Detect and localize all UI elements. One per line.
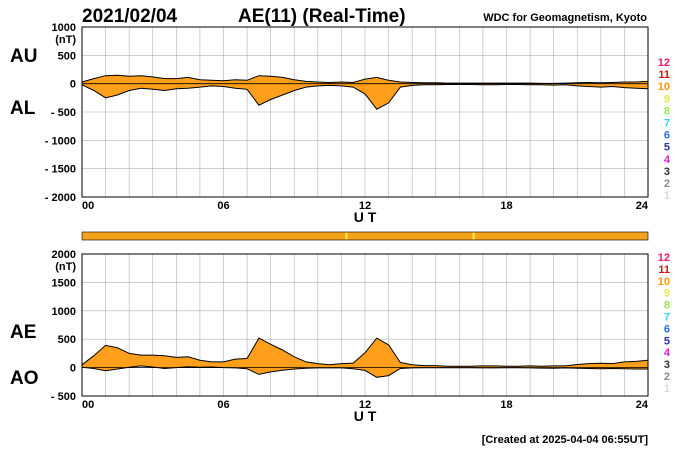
x-axis-title: U T <box>354 408 377 424</box>
level-legend-item: 4 <box>664 154 671 166</box>
x-tick-label: 06 <box>217 399 229 411</box>
level-legend-item: 8 <box>664 105 670 117</box>
x-tick-label: 06 <box>217 200 229 212</box>
x-tick-label: 18 <box>500 200 512 212</box>
series-label-al: AL <box>10 98 36 119</box>
y-tick-label: - 2000 <box>45 192 76 204</box>
level-legend-item: 4 <box>664 347 671 359</box>
y-tick-label: 0 <box>70 79 76 91</box>
y-tick-label: - 1000 <box>45 135 76 147</box>
plot-date: 2021/02/04 <box>82 6 178 27</box>
x-tick-label: 12 <box>359 399 371 411</box>
plot-frame <box>81 253 649 397</box>
x-axis-title: U T <box>354 209 377 225</box>
level-legend-item: 9 <box>664 93 670 105</box>
level-legend-item: 1 <box>664 190 670 202</box>
data-source: WDC for Geomagnetism, Kyoto <box>483 12 647 24</box>
y-tick-label: 1000 <box>52 306 76 318</box>
level-legend-item: 6 <box>664 323 670 335</box>
level-legend-item: 7 <box>664 118 670 130</box>
level-legend-item: 5 <box>664 142 670 154</box>
series-line-al <box>81 84 649 110</box>
y-tick-label: 1500 <box>52 277 76 289</box>
y-tick-label: 2000 <box>52 249 76 261</box>
y-tick-label: 0 <box>70 363 76 375</box>
au-al-panel: 1000 500 0 - 500 - 1000 - 1500 - 2000 (nT) 00 06 1… <box>10 22 671 225</box>
level-legend-item: 10 <box>658 81 670 93</box>
series-label-ae: AE <box>10 322 36 343</box>
level-legend-item: 11 <box>658 69 670 81</box>
level-legend-item: 5 <box>664 335 670 347</box>
y-tick-label: 500 <box>58 334 76 346</box>
y-tick-label: - 500 <box>51 391 76 403</box>
plot-title: AE(11) (Real-Time) <box>238 6 406 27</box>
level-legend-item: 3 <box>664 166 670 178</box>
series-line-ae <box>81 337 649 367</box>
y-tick-label: - 500 <box>51 107 76 119</box>
level-legend-item: 2 <box>664 178 670 190</box>
x-tick-label: 12 <box>359 200 371 212</box>
level-legend-item: 9 <box>664 288 670 300</box>
level-legend-item: 11 <box>658 264 670 276</box>
series-label-ao: AO <box>10 368 39 389</box>
status-bar-mark <box>345 232 348 240</box>
x-tick-label: 24 <box>636 399 649 411</box>
level-legend-item: 1 <box>664 383 670 395</box>
level-legend-item: 3 <box>664 359 670 371</box>
status-bar-mark <box>472 232 475 240</box>
y-tick-label: 500 <box>58 50 76 62</box>
data-status-bar <box>81 231 649 241</box>
level-legend-item: 8 <box>664 300 670 312</box>
x-tick-label: 18 <box>500 399 512 411</box>
created-timestamp: [Created at 2025-04-04 06:55UT] <box>482 434 649 446</box>
level-legend-item: 12 <box>658 57 670 69</box>
level-legend-item: 2 <box>664 371 670 383</box>
series-label-au: AU <box>10 46 37 67</box>
y-unit-label: (nT) <box>55 34 76 46</box>
y-unit-label: (nT) <box>55 261 76 273</box>
status-bar-fill <box>81 231 649 241</box>
level-legend-item: 10 <box>658 276 670 288</box>
level-legend-item: 12 <box>658 252 670 264</box>
plot-frame <box>81 26 649 198</box>
x-tick-label: 00 <box>82 399 94 411</box>
x-tick-label: 24 <box>636 200 649 212</box>
level-legend-item: 6 <box>664 130 670 142</box>
x-tick-label: 00 <box>82 200 94 212</box>
level-legend-item: 7 <box>664 312 670 324</box>
y-tick-label: 1000 <box>52 22 76 34</box>
y-tick-label: - 1500 <box>45 164 76 176</box>
